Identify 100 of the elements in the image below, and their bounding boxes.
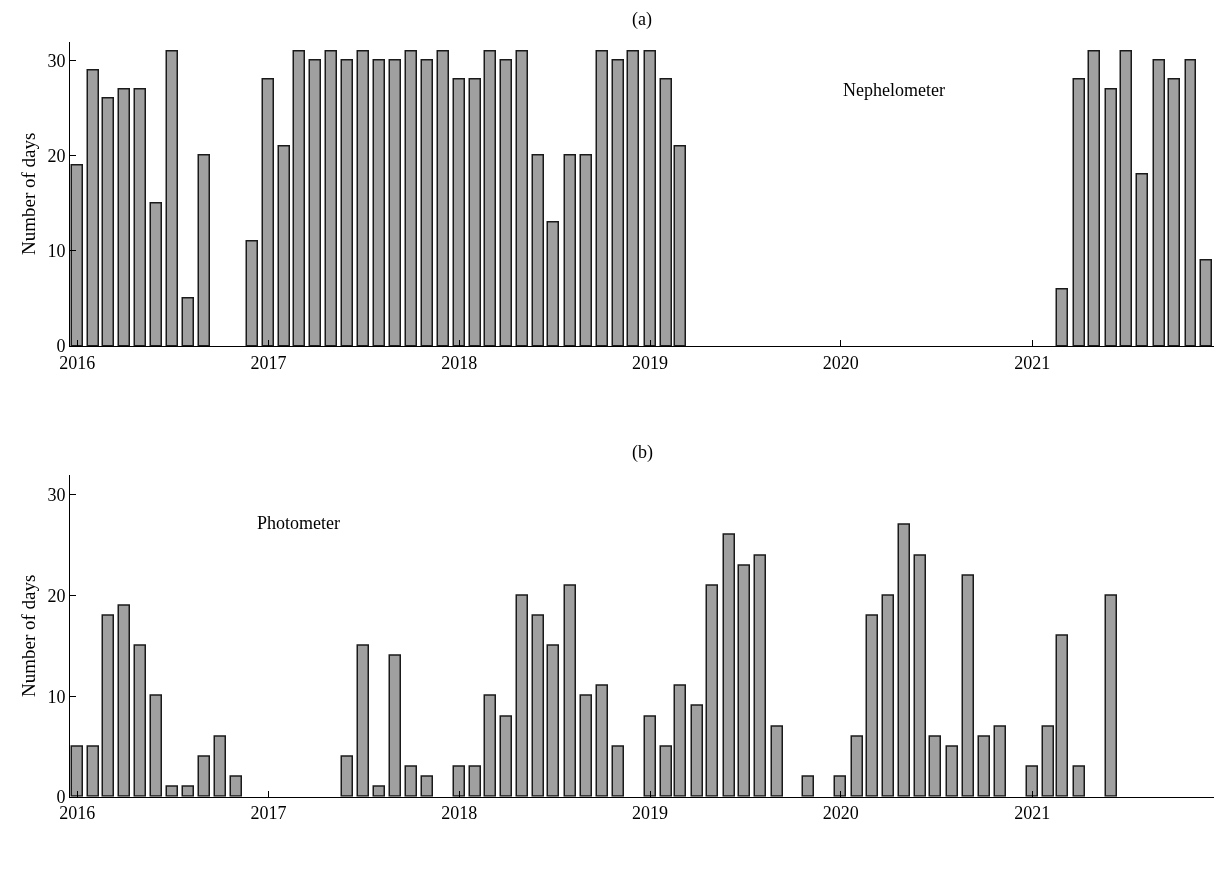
- bar: [356, 644, 369, 797]
- bar: [372, 59, 385, 347]
- bar: [499, 715, 512, 797]
- bar: [483, 50, 496, 347]
- x-tick-label: 2019: [632, 352, 669, 373]
- bar: [1199, 259, 1212, 347]
- bar: [261, 78, 274, 347]
- x-tick-label: 2020: [822, 352, 859, 373]
- bar: [881, 594, 894, 797]
- y-tick-label: 10: [47, 686, 66, 707]
- bar: [340, 755, 353, 797]
- bar: [579, 154, 592, 347]
- bar: [690, 704, 703, 797]
- bar: [372, 785, 385, 797]
- bar: [913, 554, 926, 797]
- bar: [213, 735, 226, 797]
- bar: [897, 523, 910, 797]
- bar: [181, 785, 194, 797]
- bar: [404, 765, 417, 797]
- bar: [579, 694, 592, 797]
- bar: [1184, 59, 1196, 347]
- bar: [643, 50, 656, 347]
- x-tick-label: 2016: [59, 803, 96, 824]
- bar: [722, 533, 735, 797]
- bar: [673, 145, 686, 347]
- bar: [1025, 765, 1038, 797]
- bar: [928, 735, 941, 797]
- bar: [1055, 634, 1068, 797]
- bar: [737, 564, 750, 797]
- bar: [531, 614, 544, 797]
- bar: [468, 765, 481, 797]
- bar: [149, 694, 162, 797]
- bar: [801, 775, 814, 797]
- annotation: Photometer: [257, 513, 340, 533]
- bar: [356, 50, 369, 347]
- bar: [1167, 78, 1180, 347]
- bar: [993, 725, 1006, 797]
- bar: [388, 59, 401, 347]
- bar: [1135, 173, 1148, 347]
- bar: [181, 297, 194, 347]
- y-tick-label: 30: [47, 50, 66, 71]
- y-axis-title: Number of days: [18, 574, 40, 698]
- x-tick-label: 2018: [441, 352, 478, 373]
- bar: [436, 50, 449, 347]
- bar: [86, 69, 99, 347]
- bar: [149, 202, 162, 347]
- y-axis-title: Number of days: [18, 132, 40, 256]
- bar: [705, 584, 718, 797]
- bar: [833, 775, 846, 797]
- bar: [850, 735, 863, 797]
- bar: [961, 574, 974, 797]
- bar: [546, 221, 559, 347]
- bar: [388, 654, 401, 797]
- bar: [117, 88, 130, 347]
- x-tick-label: 2017: [250, 352, 287, 373]
- bar: [483, 694, 496, 797]
- bar: [404, 50, 417, 347]
- bar: [420, 59, 433, 347]
- bar: [515, 50, 528, 347]
- bar: [340, 59, 353, 347]
- bar: [324, 50, 337, 347]
- y-tick-label: 20: [47, 585, 66, 606]
- bar: [531, 154, 544, 347]
- bar: [1055, 288, 1068, 347]
- bar: [515, 594, 528, 797]
- bar: [452, 78, 465, 347]
- bar: [673, 684, 686, 797]
- bar: [1041, 725, 1054, 797]
- bar: [626, 50, 639, 347]
- bar: [229, 775, 242, 797]
- bar: [1104, 594, 1117, 797]
- bar: [563, 584, 576, 797]
- bar: [1072, 765, 1085, 797]
- bar: [1087, 50, 1100, 347]
- bar: [1072, 78, 1085, 347]
- x-tick-label: 2021: [1014, 352, 1051, 373]
- bar: [117, 604, 130, 797]
- annotation: Nephelometer: [843, 80, 945, 100]
- bar: [977, 735, 990, 797]
- bar: [1119, 50, 1132, 347]
- bar: [101, 97, 114, 347]
- bar: [70, 745, 83, 797]
- bar: [865, 614, 878, 797]
- bar: [452, 765, 465, 797]
- bar: [595, 50, 608, 347]
- x-tick-label: 2017: [250, 803, 287, 824]
- bar: [308, 59, 321, 347]
- bar: [753, 554, 766, 797]
- y-tick-label: 30: [47, 485, 66, 506]
- x-tick-label: 2019: [632, 803, 669, 824]
- bar: [101, 614, 114, 797]
- bar: [659, 745, 672, 797]
- bar: [86, 745, 99, 797]
- bar: [546, 644, 559, 797]
- bar: [499, 59, 512, 347]
- bar: [1104, 88, 1117, 347]
- y-tick-label: 10: [47, 241, 66, 262]
- bar: [165, 785, 178, 797]
- bar: [595, 684, 608, 797]
- bar: [770, 725, 783, 797]
